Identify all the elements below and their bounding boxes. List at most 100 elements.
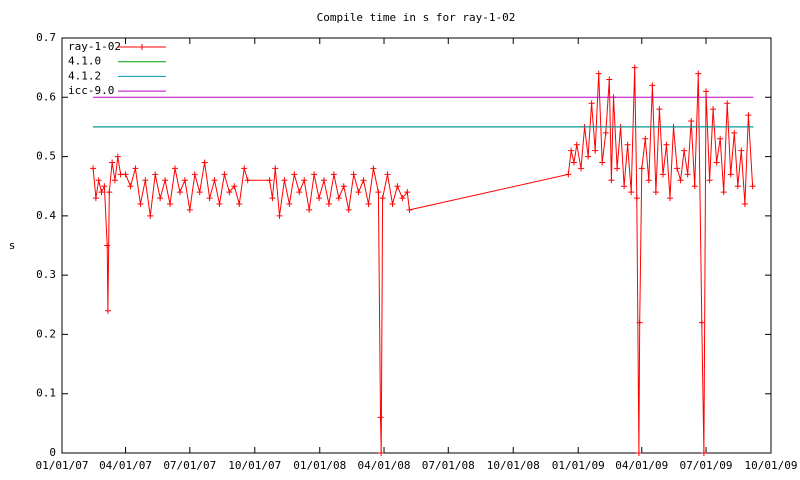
point bbox=[162, 177, 169, 184]
point bbox=[585, 153, 592, 160]
point bbox=[111, 177, 118, 184]
x-tick-label: 04/01/09 bbox=[615, 459, 668, 472]
point bbox=[244, 177, 251, 184]
point bbox=[122, 171, 129, 178]
point bbox=[703, 88, 710, 95]
legend-point bbox=[139, 44, 145, 50]
point bbox=[406, 206, 413, 213]
point bbox=[624, 141, 631, 148]
point bbox=[181, 177, 188, 184]
point bbox=[599, 159, 606, 166]
point bbox=[345, 206, 352, 213]
point bbox=[636, 319, 643, 326]
point bbox=[724, 100, 731, 107]
point bbox=[384, 171, 391, 178]
x-tick-label: 07/01/07 bbox=[163, 459, 216, 472]
point bbox=[727, 171, 734, 178]
point bbox=[272, 165, 279, 172]
point bbox=[325, 201, 332, 207]
point bbox=[631, 64, 638, 71]
point bbox=[379, 195, 386, 202]
legend-label: ray-1-02 bbox=[68, 40, 121, 53]
point bbox=[633, 195, 640, 202]
plot-frame bbox=[61, 37, 772, 454]
point bbox=[706, 177, 713, 184]
legend-label: icc-9.0 bbox=[68, 84, 114, 97]
point bbox=[635, 450, 642, 456]
legend-label: 4.1.2 bbox=[68, 69, 101, 82]
point bbox=[211, 177, 218, 184]
point bbox=[98, 189, 105, 196]
point bbox=[638, 165, 645, 172]
point bbox=[695, 70, 702, 77]
point bbox=[101, 183, 108, 190]
point bbox=[659, 171, 666, 178]
point bbox=[350, 171, 357, 178]
y-tick-label: 0.3 bbox=[36, 268, 56, 281]
point bbox=[608, 177, 615, 184]
point bbox=[688, 118, 695, 124]
point bbox=[186, 206, 193, 213]
point bbox=[132, 165, 139, 172]
x-tick-label: 04/01/07 bbox=[99, 459, 152, 472]
point bbox=[104, 242, 111, 249]
x-tick-label: 01/01/07 bbox=[36, 459, 89, 472]
point bbox=[649, 82, 656, 89]
point bbox=[330, 171, 337, 178]
x-tick-label: 01/01/08 bbox=[293, 459, 346, 472]
point bbox=[568, 147, 575, 154]
point bbox=[291, 171, 298, 178]
point bbox=[595, 70, 602, 77]
point bbox=[114, 153, 121, 160]
point bbox=[628, 189, 635, 196]
y-tick-label: 0.4 bbox=[36, 209, 56, 222]
x-tick-label: 01/01/09 bbox=[552, 459, 605, 472]
point bbox=[152, 171, 159, 178]
point bbox=[741, 201, 748, 207]
point bbox=[355, 189, 362, 196]
point bbox=[389, 201, 396, 207]
point bbox=[738, 147, 745, 154]
point bbox=[301, 177, 308, 184]
point bbox=[127, 183, 134, 190]
point bbox=[677, 177, 684, 184]
point bbox=[645, 177, 652, 184]
y-tick-label: 0 bbox=[49, 446, 56, 459]
point bbox=[621, 183, 628, 190]
point bbox=[698, 319, 705, 326]
point bbox=[592, 147, 599, 154]
point bbox=[231, 183, 238, 190]
point bbox=[734, 183, 741, 190]
point bbox=[226, 189, 233, 196]
point bbox=[281, 177, 288, 184]
point bbox=[316, 195, 323, 202]
point bbox=[286, 201, 293, 207]
point bbox=[578, 165, 585, 172]
x-tick-label: 10/01/08 bbox=[487, 459, 540, 472]
y-axis-label: s bbox=[9, 239, 16, 252]
point bbox=[320, 177, 327, 184]
point bbox=[720, 189, 727, 196]
point bbox=[642, 135, 649, 142]
point bbox=[377, 414, 384, 421]
point bbox=[749, 183, 756, 190]
point bbox=[167, 201, 174, 207]
point bbox=[710, 106, 717, 113]
point bbox=[652, 189, 659, 196]
point bbox=[731, 129, 738, 136]
point bbox=[276, 212, 283, 219]
point bbox=[147, 212, 154, 219]
point bbox=[306, 206, 313, 213]
point bbox=[269, 195, 276, 202]
point bbox=[656, 106, 663, 113]
point bbox=[602, 129, 609, 136]
point bbox=[663, 141, 670, 148]
point bbox=[206, 195, 213, 202]
point bbox=[681, 147, 688, 154]
point bbox=[196, 189, 203, 196]
point bbox=[565, 171, 572, 178]
x-tick-label: 10/01/09 bbox=[745, 459, 798, 472]
point bbox=[399, 195, 406, 202]
legend-label: 4.1.0 bbox=[68, 55, 101, 68]
